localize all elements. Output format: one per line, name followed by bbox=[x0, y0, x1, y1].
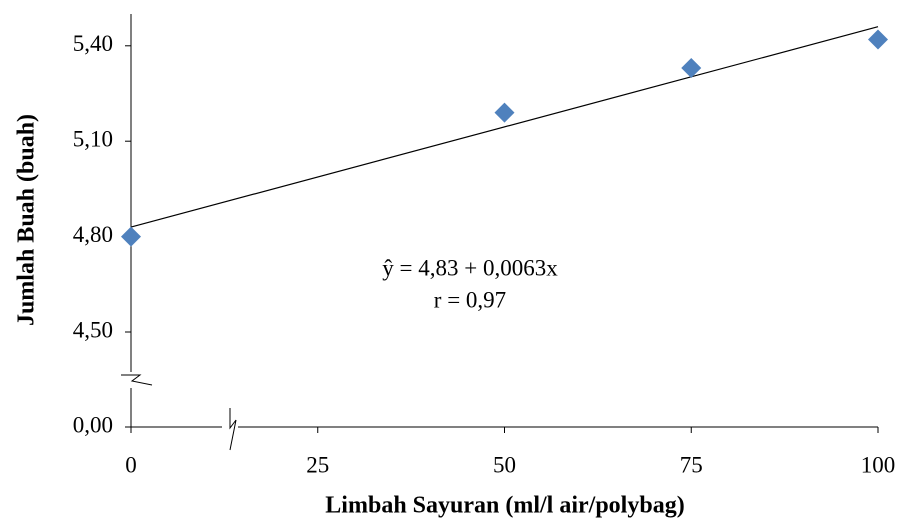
x-tick-label: 50 bbox=[493, 452, 516, 477]
x-axis-label: Limbah Sayuran (ml/l air/polybag) bbox=[325, 493, 684, 519]
y-tick-label: 4,80 bbox=[73, 222, 113, 247]
y-tick-label: 4,50 bbox=[73, 317, 113, 342]
point bbox=[494, 102, 515, 123]
point bbox=[121, 226, 141, 247]
x-tick-label: 0 bbox=[125, 452, 137, 477]
correlation: r = 0,97 bbox=[434, 287, 506, 312]
x-tick-label: 75 bbox=[680, 452, 703, 477]
x-axis-break bbox=[222, 405, 238, 451]
trend-line bbox=[130, 26, 879, 228]
y-tick-label: 5,10 bbox=[73, 126, 113, 151]
x-tick-label: 25 bbox=[306, 452, 329, 477]
x-tick-label: 100 bbox=[861, 452, 896, 477]
y-axis-label: Jumlah Buah (buah) bbox=[14, 114, 40, 326]
y-axis-break bbox=[118, 372, 153, 388]
y-tick-label: 5,40 bbox=[73, 31, 113, 56]
equation: ŷ = 4,83 + 0,0063x bbox=[382, 255, 558, 280]
point bbox=[681, 58, 702, 79]
y-tick-label: 0,00 bbox=[73, 412, 113, 437]
point bbox=[868, 29, 888, 50]
